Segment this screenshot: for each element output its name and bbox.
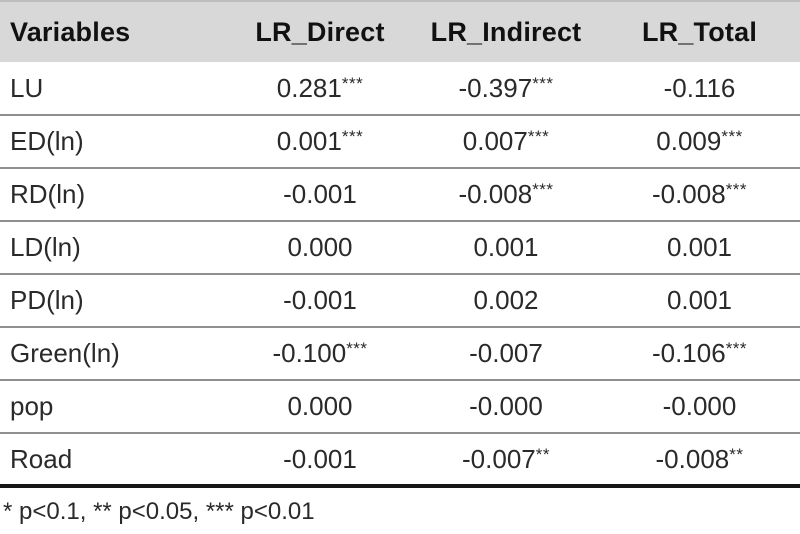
col-header-lr-indirect: LR_Indirect [413, 1, 599, 62]
value: 0.007 [462, 126, 528, 156]
value-cell: -0.116 [599, 62, 800, 116]
value: -0.007 [462, 443, 536, 474]
significance-stars: *** [527, 127, 550, 146]
value-cell: 0.281*** [227, 62, 413, 116]
value: 0.000 [287, 391, 353, 421]
row-label: Road [0, 433, 227, 488]
value-cell: 0.007*** [413, 115, 599, 169]
value-cell: -0.106*** [599, 327, 800, 381]
value-cell: 0.001*** [227, 115, 413, 169]
value: -0.008 [651, 179, 726, 209]
value-cell: -0.007** [413, 433, 599, 488]
row-label: LD(ln) [0, 221, 227, 275]
value: -0.007 [469, 338, 543, 368]
value: -0.000 [662, 391, 737, 421]
value: 0.001 [666, 285, 733, 315]
value-cell: -0.001 [227, 274, 413, 328]
col-header-lr-total: LR_Total [599, 1, 800, 62]
value: -0.116 [663, 72, 736, 103]
value: -0.100 [272, 338, 347, 368]
value: 0.009 [656, 126, 722, 156]
value: 0.002 [473, 285, 539, 315]
header-row: Variables LR_Direct LR_Indirect LR_Total [0, 1, 800, 62]
value-cell: -0.008** [599, 433, 800, 488]
table-row: RD(ln) -0.001 -0.008*** -0.008*** [0, 168, 800, 222]
significance-stars: *** [341, 127, 364, 146]
value-cell: 0.000 [227, 221, 413, 275]
value-cell: -0.000 [413, 380, 599, 434]
table-row: ED(ln) 0.001*** 0.007*** 0.009*** [0, 115, 800, 169]
value-cell: -0.001 [227, 168, 413, 222]
row-label: LU [0, 62, 227, 116]
value-cell: -0.397*** [413, 62, 599, 116]
significance-stars: *** [532, 180, 554, 199]
value: 0.281 [276, 72, 342, 103]
table-row: pop 0.000 -0.000 -0.000 [0, 380, 800, 434]
row-label: ED(ln) [0, 115, 227, 169]
value-cell: 0.002 [413, 274, 599, 328]
value: -0.001 [283, 285, 357, 315]
significance-stars: *** [721, 127, 743, 146]
col-header-variables: Variables [0, 1, 227, 62]
value: -0.106 [651, 338, 726, 368]
value-cell: 0.000 [227, 380, 413, 434]
significance-stars: *** [725, 339, 748, 358]
value: -0.000 [469, 391, 543, 421]
table-row: Green(ln) -0.100*** -0.007 -0.106*** [0, 327, 800, 381]
value: 0.000 [287, 232, 353, 262]
significance-stars: ** [729, 444, 744, 464]
value-cell: -0.007 [413, 327, 599, 381]
value-cell: -0.100*** [227, 327, 413, 381]
value: -0.397 [458, 72, 533, 103]
significance-stars: ** [535, 444, 550, 464]
col-header-lr-direct: LR_Direct [227, 1, 413, 62]
significance-footnote: * p<0.1, ** p<0.05, *** p<0.01 [3, 498, 315, 525]
row-label: pop [0, 380, 227, 434]
row-label: PD(ln) [0, 274, 227, 328]
table-row: PD(ln) -0.001 0.002 0.001 [0, 274, 800, 328]
significance-stars: *** [346, 339, 368, 358]
table-row: LU 0.281*** -0.397*** -0.116 [0, 62, 800, 116]
value: 0.001 [276, 126, 342, 156]
value-cell: 0.009*** [599, 115, 800, 169]
value-cell: 0.001 [599, 274, 800, 328]
row-label: Green(ln) [0, 327, 227, 381]
value-cell: 0.001 [599, 221, 800, 275]
significance-stars: *** [532, 73, 554, 93]
value: 0.001 [666, 232, 733, 262]
row-label: RD(ln) [0, 168, 227, 222]
significance-stars: *** [341, 73, 364, 93]
value-cell: -0.001 [227, 433, 413, 488]
value: -0.008 [655, 443, 730, 474]
value: 0.001 [473, 232, 539, 262]
significance-stars: *** [725, 180, 748, 199]
value-cell: -0.008*** [413, 168, 599, 222]
value: -0.008 [458, 179, 533, 209]
value: -0.001 [283, 443, 357, 474]
value-cell: -0.000 [599, 380, 800, 434]
value-cell: 0.001 [413, 221, 599, 275]
results-table: Variables LR_Direct LR_Indirect LR_Total… [0, 0, 800, 488]
value-cell: -0.008*** [599, 168, 800, 222]
value: -0.001 [283, 179, 357, 209]
table-row: Road -0.001 -0.007** -0.008** [0, 433, 800, 488]
table-row: LD(ln) 0.000 0.001 0.001 [0, 221, 800, 275]
